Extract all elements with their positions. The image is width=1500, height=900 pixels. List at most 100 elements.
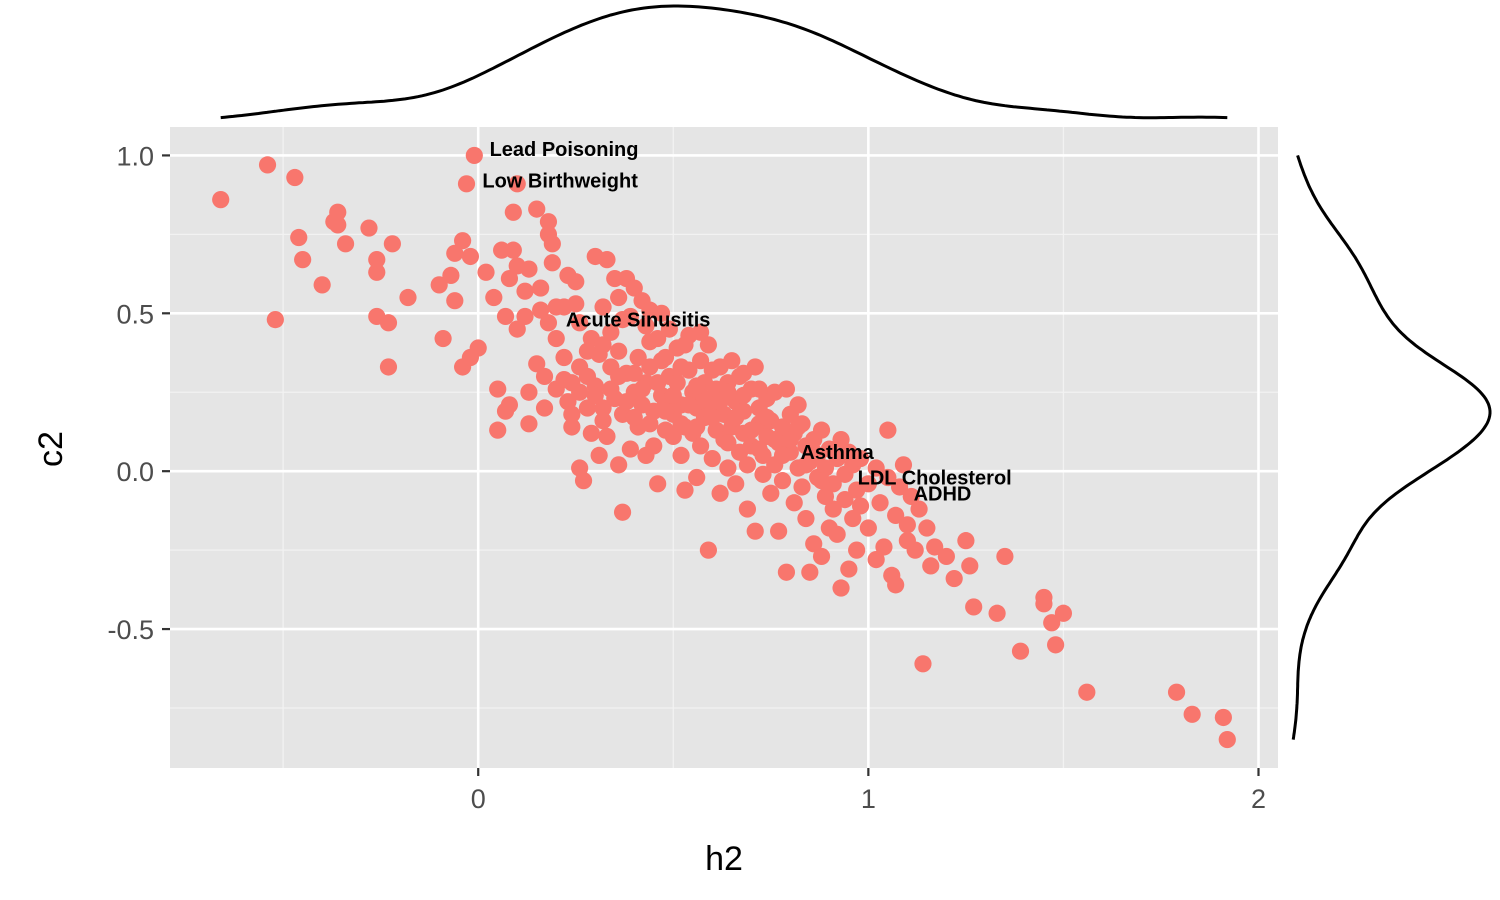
data-point xyxy=(785,494,803,512)
data-point xyxy=(1043,614,1061,632)
major-gridlines xyxy=(170,127,1278,768)
data-point xyxy=(937,547,955,566)
data-point xyxy=(1078,683,1096,701)
data-point xyxy=(645,437,663,455)
data-point xyxy=(465,146,483,165)
data-point xyxy=(535,367,554,386)
data-point xyxy=(1047,636,1065,654)
data-point xyxy=(469,339,487,357)
data-point xyxy=(613,311,632,329)
data-point xyxy=(672,415,690,433)
data-point xyxy=(910,500,928,518)
data-point xyxy=(832,431,850,449)
point-annotation: LDL Cholesterol xyxy=(858,467,1012,489)
y-tick-label: -0.5 xyxy=(107,615,154,645)
data-point xyxy=(965,598,983,616)
data-point xyxy=(879,421,897,439)
data-point xyxy=(555,371,573,389)
data-point xyxy=(602,380,620,398)
point-annotation: Acute Sinusitis xyxy=(566,310,710,332)
data-point xyxy=(988,604,1006,622)
data-point xyxy=(430,276,448,294)
data-point xyxy=(571,314,589,332)
point-annotation: ADHD xyxy=(914,483,972,505)
data-point xyxy=(762,484,780,502)
data-point xyxy=(520,415,538,433)
data-point xyxy=(594,298,612,316)
data-point xyxy=(516,282,534,300)
data-point xyxy=(294,251,312,269)
data-point xyxy=(594,399,612,417)
data-point xyxy=(680,396,698,414)
data-point xyxy=(629,348,647,367)
data-point xyxy=(656,348,675,367)
data-point xyxy=(797,456,815,474)
data-point xyxy=(329,203,347,221)
data-point xyxy=(664,386,682,404)
data-point xyxy=(851,449,870,468)
data-point xyxy=(754,465,772,483)
data-point xyxy=(489,421,507,439)
data-point xyxy=(664,427,682,446)
data-point xyxy=(859,475,877,493)
data-point xyxy=(500,396,519,414)
data-point xyxy=(719,434,737,452)
data-point xyxy=(563,418,581,436)
data-point xyxy=(454,232,472,250)
data-point xyxy=(879,468,897,487)
data-point xyxy=(898,516,916,534)
data-point xyxy=(867,459,885,477)
data-point xyxy=(691,352,710,370)
scatter-points xyxy=(212,146,1236,749)
data-point xyxy=(547,329,565,348)
data-point xyxy=(442,266,460,285)
data-point xyxy=(641,415,659,433)
data-point xyxy=(734,386,753,404)
data-point xyxy=(871,494,889,512)
data-point xyxy=(574,472,593,490)
point-annotation: Lead Poisoning xyxy=(490,139,639,161)
data-point xyxy=(1214,708,1232,727)
data-point xyxy=(508,175,526,193)
data-point xyxy=(770,522,788,540)
data-point xyxy=(676,481,694,499)
x-tick-label: 2 xyxy=(1251,784,1266,814)
x-axis-title: h2 xyxy=(705,840,743,878)
data-point xyxy=(1035,595,1053,613)
data-point xyxy=(555,348,573,367)
data-point xyxy=(477,263,495,281)
data-point xyxy=(703,361,721,379)
data-point xyxy=(906,541,924,559)
data-point xyxy=(399,288,417,307)
data-point xyxy=(996,547,1014,566)
data-point xyxy=(758,408,776,427)
data-point xyxy=(957,532,975,550)
data-point xyxy=(723,352,741,370)
data-point xyxy=(766,431,784,449)
data-point xyxy=(532,279,550,297)
data-point xyxy=(1011,642,1030,660)
data-point xyxy=(1183,705,1201,723)
data-point xyxy=(266,311,284,329)
data-point xyxy=(641,333,659,351)
y-marginal-density-curve xyxy=(1291,154,1492,740)
data-point xyxy=(625,279,643,297)
data-point xyxy=(368,251,386,269)
data-point xyxy=(625,408,643,427)
data-point xyxy=(578,399,597,417)
data-point xyxy=(610,288,628,307)
y-axis-title: c2 xyxy=(32,431,70,467)
data-point xyxy=(446,244,464,262)
data-point xyxy=(313,276,331,294)
data-point xyxy=(703,449,721,468)
data-point xyxy=(520,383,538,401)
data-point xyxy=(1054,604,1073,622)
data-point xyxy=(461,247,480,266)
point-annotation: Asthma xyxy=(800,442,874,464)
data-point xyxy=(578,342,597,360)
axis-ticks xyxy=(162,154,1260,776)
data-point xyxy=(812,547,831,566)
data-point xyxy=(516,307,534,326)
x-tick-labels: 0 1 2 xyxy=(471,784,1266,814)
